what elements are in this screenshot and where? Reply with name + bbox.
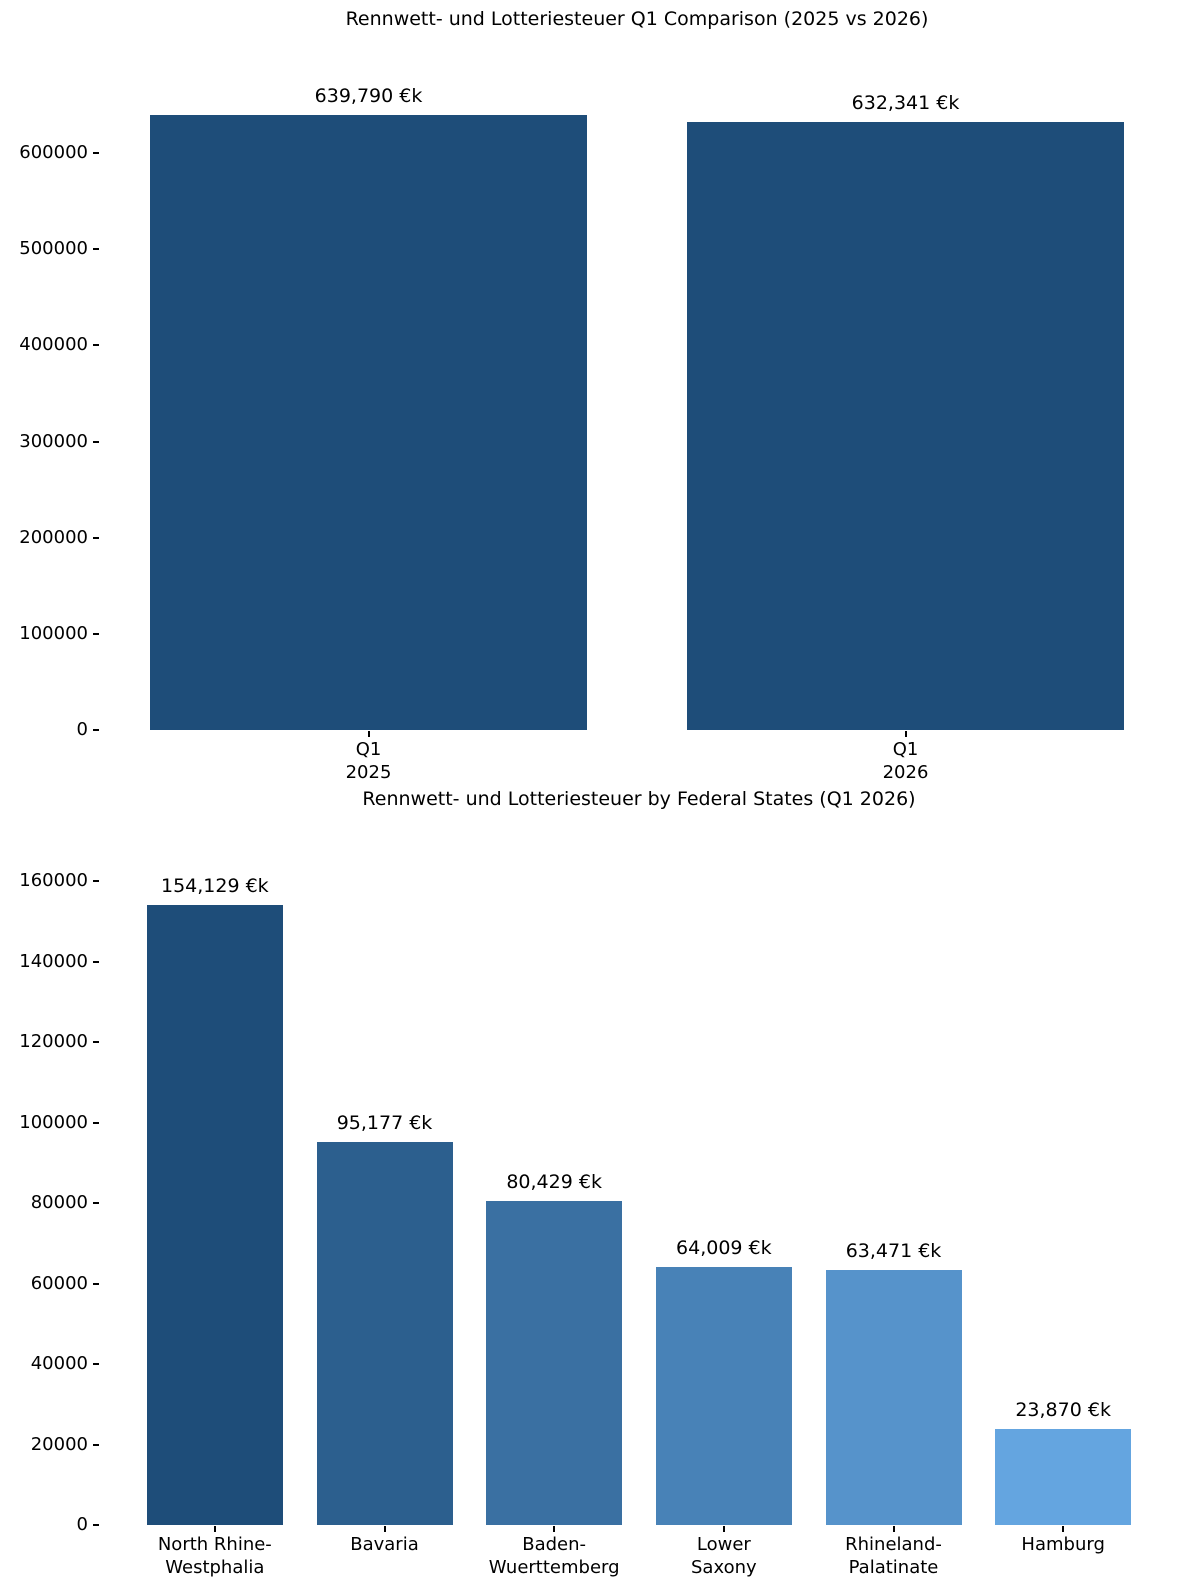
- y-tick-label: 500000: [19, 238, 88, 260]
- y-tick-label: 100000: [19, 1111, 88, 1133]
- y-tick-mark: [93, 960, 99, 963]
- y-tick-mark: [93, 1202, 99, 1204]
- y-tick-label: 40000: [30, 1353, 88, 1374]
- y-tick-mark: [93, 1121, 99, 1124]
- bar-north-rhine-westphalia: [146, 904, 283, 1525]
- x-tick-label-rhineland-palatinate: Rhineland- Palatinate: [845, 1534, 942, 1579]
- y-tick-mark: [93, 632, 99, 635]
- bar-q1-2025: [150, 114, 587, 730]
- x-tick-mark: [553, 1526, 556, 1532]
- bar-bavaria: [316, 1141, 453, 1525]
- y-tick-mark: [93, 880, 99, 882]
- y-tick-label: 120000: [19, 1031, 88, 1052]
- bar-value-label-rhineland-palatinate: 63,471 €k: [845, 1239, 942, 1262]
- x-tick-mark: [1062, 1526, 1065, 1532]
- y-tick-mark: [93, 152, 99, 154]
- bar-baden-wuerttemberg: [486, 1201, 623, 1525]
- bar-value-label-baden-wuerttemberg: 80,429 €k: [506, 1171, 602, 1194]
- chart-title-federal-states: Rennwett- und Lotteriesteuer by Federal …: [362, 788, 916, 810]
- bar-value-label-lower-saxony: 64,009 €k: [676, 1237, 772, 1260]
- y-tick-label: 0: [76, 1514, 88, 1535]
- y-tick-mark: [93, 1363, 99, 1365]
- bar-value-label-hamburg: 23,870 €k: [1015, 1398, 1111, 1421]
- x-tick-label-q1-2026: Q1 2026: [882, 739, 929, 784]
- y-tick-mark: [93, 248, 99, 251]
- bar-rhineland-palatinate: [825, 1269, 962, 1525]
- x-tick-mark: [892, 1526, 895, 1532]
- x-tick-mark: [213, 1526, 216, 1532]
- bar-q1-2026: [687, 121, 1124, 730]
- bar-value-label-q1-2026: 632,341 €k: [851, 91, 960, 114]
- y-tick-label: 600000: [19, 142, 88, 163]
- y-tick-label: 0: [76, 719, 88, 740]
- chart-title-q1-comparison: Rennwett- und Lotteriesteuer Q1 Comparis…: [345, 8, 929, 30]
- x-tick-label-hamburg: Hamburg: [1021, 1534, 1105, 1555]
- bar-value-label-bavaria: 95,177 €k: [336, 1111, 433, 1134]
- y-tick-mark: [93, 1524, 99, 1526]
- x-tick-label-q1-2025: Q1 2025: [345, 739, 392, 784]
- y-tick-mark: [93, 536, 99, 539]
- y-tick-label: 100000: [19, 622, 88, 644]
- y-tick-label: 400000: [19, 334, 88, 356]
- bar-lower-saxony: [655, 1267, 792, 1525]
- bar-value-label-q1-2025: 639,790 €k: [314, 84, 423, 107]
- y-tick-mark: [93, 1282, 99, 1285]
- y-tick-label: 300000: [19, 430, 88, 452]
- bar-hamburg: [995, 1428, 1132, 1525]
- x-tick-mark: [722, 1526, 725, 1532]
- y-tick-label: 200000: [19, 526, 88, 548]
- x-tick-mark: [367, 731, 370, 737]
- y-tick-label: 160000: [19, 870, 88, 891]
- y-tick-label: 60000: [30, 1272, 88, 1294]
- y-tick-mark: [93, 1443, 99, 1446]
- x-tick-label-lower-saxony: Lower Saxony: [691, 1534, 757, 1579]
- x-tick-label-baden-wuerttemberg: Baden- Wuerttemberg: [488, 1534, 620, 1579]
- y-tick-mark: [93, 1041, 99, 1043]
- y-tick-label: 20000: [30, 1433, 88, 1455]
- x-tick-mark: [904, 731, 907, 737]
- x-tick-mark: [383, 1526, 386, 1532]
- y-tick-mark: [93, 344, 99, 347]
- y-tick-mark: [93, 440, 99, 443]
- bar-value-label-north-rhine-westphalia: 154,129 €k: [160, 874, 269, 897]
- x-tick-label-bavaria: Bavaria: [350, 1534, 419, 1555]
- y-tick-label: 140000: [19, 950, 88, 972]
- y-tick-mark: [93, 729, 99, 731]
- y-tick-label: 80000: [30, 1192, 88, 1213]
- x-tick-label-north-rhine-westphalia: North Rhine- Westphalia: [157, 1534, 272, 1579]
